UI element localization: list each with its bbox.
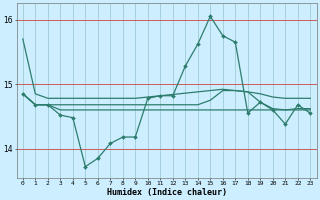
X-axis label: Humidex (Indice chaleur): Humidex (Indice chaleur) bbox=[107, 188, 227, 197]
